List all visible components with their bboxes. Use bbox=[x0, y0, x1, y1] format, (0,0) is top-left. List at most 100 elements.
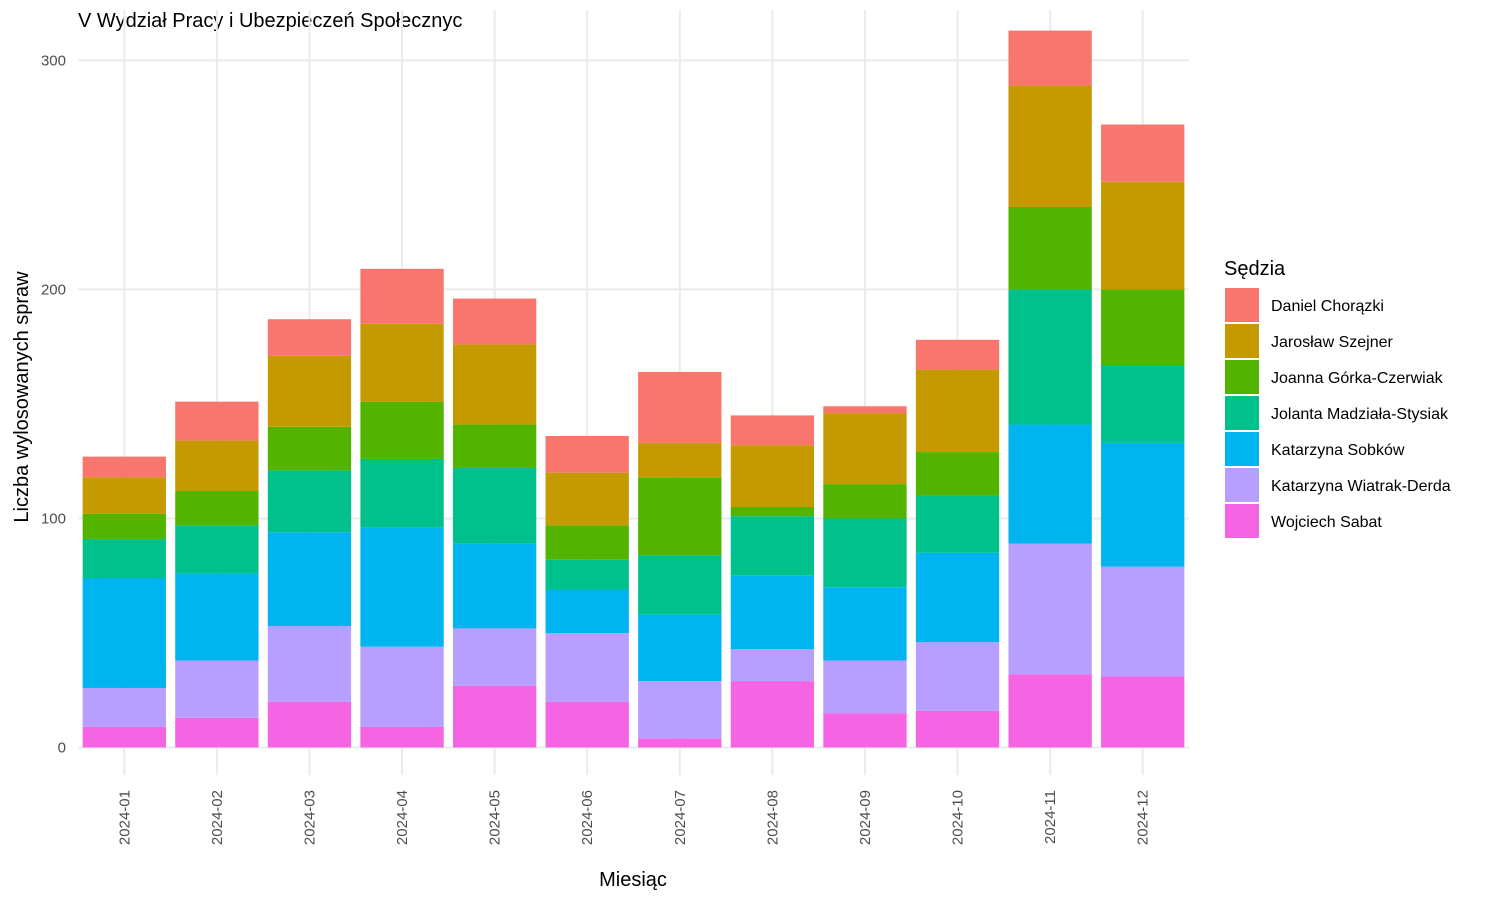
bar-segment bbox=[1008, 289, 1092, 425]
bar-segment bbox=[823, 587, 907, 661]
legend-key bbox=[1225, 288, 1259, 322]
bar-segment bbox=[823, 406, 907, 414]
bar-segment bbox=[915, 552, 1000, 643]
legend-label: Katarzyna Wiatrak-Derda bbox=[1271, 478, 1451, 495]
x-tick-label: 2024-03 bbox=[301, 790, 318, 845]
bar-segment bbox=[267, 470, 352, 533]
bar-segment bbox=[452, 298, 537, 345]
bar-segment bbox=[175, 573, 259, 661]
y-axis-title: Liczba wylosowanych spraw bbox=[11, 271, 33, 523]
bar-segment bbox=[915, 369, 1000, 453]
x-tick-label: 2024-11 bbox=[1042, 790, 1059, 844]
legend-key bbox=[1225, 396, 1259, 430]
bar-segment bbox=[638, 614, 722, 682]
legend-label: Katarzyna Sobków bbox=[1271, 442, 1405, 459]
bar-segment bbox=[545, 701, 629, 748]
legend: Sędzia Daniel Chorązki Jarosław Szejner Jo… bbox=[1224, 258, 1451, 538]
x-tick-label: 2024-06 bbox=[579, 790, 596, 845]
y-tick-label: 0 bbox=[58, 740, 66, 757]
bars bbox=[82, 30, 1185, 748]
legend-key bbox=[1225, 468, 1259, 502]
bar-segment bbox=[730, 507, 815, 517]
bar-segment bbox=[82, 513, 166, 540]
bar-segment bbox=[175, 401, 259, 441]
bar-segment bbox=[638, 371, 722, 443]
bar-segment bbox=[175, 440, 259, 491]
bar-segment bbox=[730, 649, 815, 682]
legend-title: Sędzia bbox=[1224, 258, 1286, 280]
bar-segment bbox=[1008, 424, 1092, 544]
bar-segment bbox=[823, 413, 907, 485]
bar-segment bbox=[638, 681, 722, 739]
bar-segment bbox=[452, 344, 537, 425]
bar-segment bbox=[82, 477, 166, 514]
bar-segment bbox=[915, 642, 1000, 711]
bar-segment bbox=[545, 472, 629, 526]
bar-segment bbox=[1101, 181, 1185, 290]
bar-segment bbox=[267, 701, 352, 748]
legend-label: Jolanta Madziała-Stysiak bbox=[1271, 406, 1449, 423]
bar-segment bbox=[823, 518, 907, 588]
legend-key bbox=[1225, 360, 1259, 394]
bar-segment bbox=[452, 628, 537, 686]
legend-key bbox=[1225, 432, 1259, 466]
bar-segment bbox=[638, 442, 722, 478]
bar-segment bbox=[730, 575, 815, 650]
bar-segment bbox=[915, 339, 1000, 370]
bar-segment bbox=[267, 532, 352, 627]
bar-segment bbox=[360, 268, 444, 324]
bar-segment bbox=[545, 589, 629, 633]
x-tick-label: 2024-09 bbox=[857, 790, 874, 845]
bar-segment bbox=[360, 458, 444, 528]
legend-label: Joanna Górka-Czerwiak bbox=[1271, 370, 1444, 387]
bar-segment bbox=[175, 660, 259, 718]
legend-label: Daniel Chorązki bbox=[1271, 298, 1384, 315]
x-axis-ticks: 2024-01 2024-02 2024-03 2024-04 2024-05 2024-… bbox=[116, 790, 1151, 845]
x-tick-label: 2024-12 bbox=[1135, 790, 1152, 845]
bar-segment bbox=[267, 355, 352, 427]
bar-segment bbox=[1101, 124, 1185, 182]
legend-key bbox=[1225, 504, 1259, 538]
bar-segment bbox=[1101, 365, 1185, 443]
legend-label: Jarosław Szejner bbox=[1271, 334, 1394, 351]
y-axis-ticks: 0 100 200 300 bbox=[41, 52, 66, 756]
bar-segment bbox=[82, 578, 166, 688]
bar-segment bbox=[452, 543, 537, 629]
bar-segment bbox=[823, 484, 907, 519]
bar-segment bbox=[82, 726, 166, 748]
x-axis-title: Miesiąc bbox=[599, 869, 667, 891]
bar-segment bbox=[1008, 543, 1092, 675]
bar-segment bbox=[730, 516, 815, 576]
bar-segment bbox=[823, 713, 907, 748]
bar-segment bbox=[360, 323, 444, 402]
y-tick-label: 200 bbox=[41, 281, 66, 298]
bar-segment bbox=[175, 717, 259, 748]
bar-segment bbox=[175, 490, 259, 526]
bar-segment bbox=[1008, 30, 1092, 86]
bar-segment bbox=[545, 559, 629, 590]
bar-segment bbox=[1101, 566, 1185, 677]
bar-segment bbox=[452, 468, 537, 544]
x-tick-label: 2024-10 bbox=[950, 790, 967, 845]
bar-segment bbox=[545, 525, 629, 560]
x-tick-label: 2024-02 bbox=[209, 790, 226, 845]
bar-segment bbox=[267, 319, 352, 356]
bar-segment bbox=[915, 452, 1000, 496]
bar-segment bbox=[915, 495, 1000, 553]
bar-segment bbox=[1008, 674, 1092, 748]
legend-key bbox=[1225, 324, 1259, 358]
bar-segment bbox=[1101, 289, 1185, 366]
bar-segment bbox=[545, 632, 629, 702]
bar-segment bbox=[823, 660, 907, 714]
bar-segment bbox=[1008, 85, 1092, 207]
bar-segment bbox=[360, 401, 444, 459]
y-tick-label: 300 bbox=[41, 52, 66, 69]
x-tick-label: 2024-01 bbox=[116, 790, 133, 845]
bar-segment bbox=[82, 456, 166, 478]
x-tick-label: 2024-07 bbox=[672, 790, 689, 845]
bar-segment bbox=[267, 426, 352, 471]
bar-segment bbox=[452, 424, 537, 469]
bar-segment bbox=[1008, 206, 1092, 290]
bar-segment bbox=[730, 415, 815, 446]
